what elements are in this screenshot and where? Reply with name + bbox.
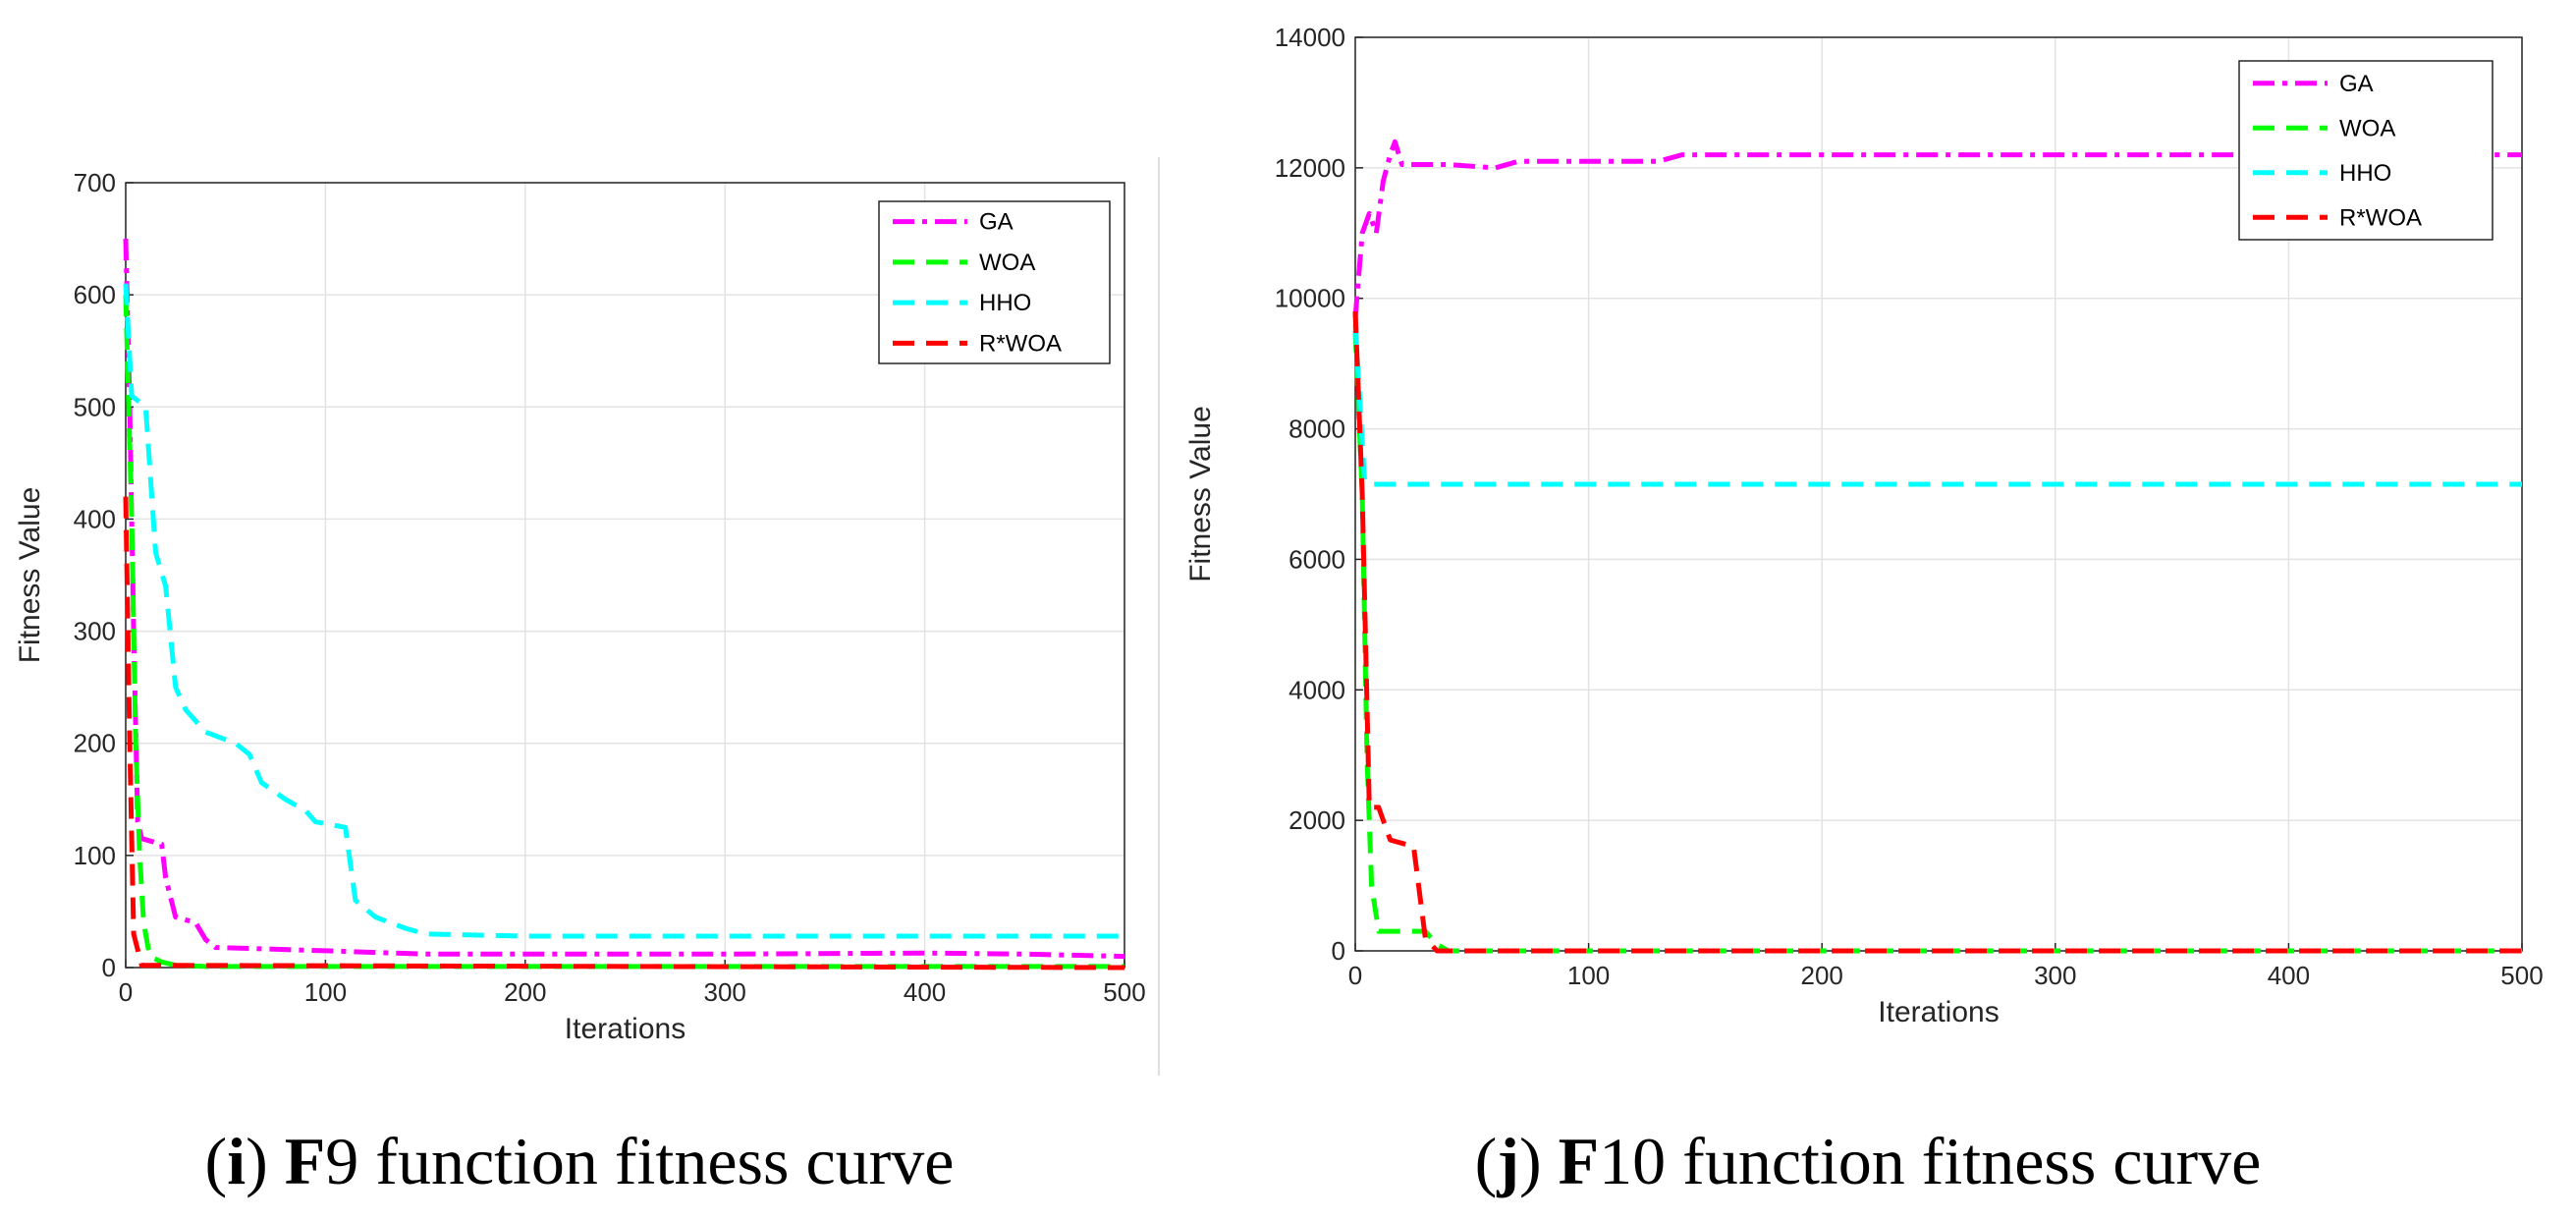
legend-entry: HHO: [979, 290, 1031, 316]
caption-function-number: 10: [1599, 1124, 1666, 1198]
legend-entry: WOA: [2339, 115, 2395, 141]
caption-paren-close: ): [1519, 1124, 1542, 1198]
x-axis-label: Iterations: [1878, 996, 1999, 1028]
y-tick-label: 0: [102, 953, 116, 982]
y-tick-label: 8000: [1288, 415, 1345, 444]
y-tick-label: 300: [74, 617, 116, 646]
x-tick-label: 400: [904, 977, 946, 1007]
caption-function-letter: F: [1559, 1124, 1600, 1198]
tick-labels: 0 100 200 300 400 500 0 2000 4000 6000 8000 10000 12…: [1275, 23, 2544, 990]
panel-caption: (j) F10 function fitness curve: [1475, 1124, 2262, 1198]
caption-paren-close: ): [246, 1124, 268, 1198]
caption-paren-open: (: [1475, 1124, 1498, 1198]
legend-box: [2238, 60, 2494, 241]
x-tick-label: 400: [2268, 961, 2310, 990]
x-tick-label: 100: [1567, 961, 1610, 990]
y-axis-label: Fitness Value: [14, 487, 46, 664]
chart-panel-f10: 0 100 200 300 400 500 0 2000 4000 6000 8000 10000 12…: [1184, 23, 2544, 1198]
series-line-hho: [123, 283, 1124, 939]
series-line-ga: [1352, 139, 2522, 318]
legend-box: [878, 200, 1111, 364]
x-tick-label: 300: [2034, 961, 2076, 990]
panel-caption: (i) F9 function fitness curve: [205, 1124, 955, 1198]
legend-entry: R*WOA: [2339, 204, 2422, 231]
y-axis-label: Fitness Value: [1184, 406, 1217, 583]
y-tick-label: 6000: [1288, 544, 1345, 574]
caption-paren-open: (: [205, 1124, 228, 1198]
legend-entry: HHO: [2339, 160, 2391, 187]
caption-letter: i: [227, 1124, 246, 1198]
y-tick-label: 200: [74, 729, 116, 758]
y-tick-label: 10000: [1275, 284, 1345, 313]
y-tick-label: 12000: [1275, 153, 1345, 183]
y-tick-label: 100: [74, 841, 116, 870]
y-tick-label: 400: [74, 504, 116, 533]
x-tick-label: 0: [1348, 961, 1362, 990]
legend-entry: R*WOA: [979, 330, 1062, 357]
y-tick-label: 700: [74, 168, 116, 197]
x-tick-label: 300: [704, 977, 746, 1007]
series-lines: [1352, 139, 2522, 954]
caption-text: function fitness curve: [1666, 1124, 2261, 1198]
x-tick-label: 200: [504, 977, 546, 1007]
chart-panel-f9: 0 100 200 300 400 500 0 100 200 300 400 500 600 700 I…: [14, 168, 1146, 1198]
tick-labels: 0 100 200 300 400 500 0 100 200 300 400 500 600 700: [74, 168, 1146, 1007]
legend-entry: GA: [2339, 71, 2374, 97]
x-tick-label: 200: [1801, 961, 1843, 990]
x-tick-label: 500: [2500, 961, 2543, 990]
series-lines: [123, 239, 1125, 971]
legend: GA WOA HHO R*WOA: [2238, 60, 2494, 241]
y-tick-label: 0: [1332, 936, 1345, 966]
x-tick-label: 100: [304, 977, 347, 1007]
caption-function-number: 9: [325, 1124, 358, 1198]
series-line-rwoa: [123, 496, 1125, 971]
series-line-ga: [123, 239, 1125, 960]
legend-entry: WOA: [979, 250, 1035, 276]
x-tick-label: 0: [119, 977, 133, 1007]
y-tick-label: 500: [74, 392, 116, 421]
caption-text: function fitness curve: [358, 1124, 954, 1198]
series-line-hho: [1352, 324, 2522, 487]
y-tick-label: 600: [74, 280, 116, 309]
y-tick-label: 14000: [1275, 23, 1345, 52]
legend-entry: GA: [979, 209, 1014, 236]
caption-function-letter: F: [285, 1124, 326, 1198]
series-line-woa: [1352, 330, 2522, 954]
series-line-rwoa: [1352, 310, 2522, 954]
x-axis-label: Iterations: [565, 1013, 685, 1045]
caption-letter: j: [1496, 1124, 1519, 1198]
x-tick-label: 500: [1103, 977, 1145, 1007]
legend: GA WOA HHO R*WOA: [878, 200, 1111, 364]
y-tick-label: 2000: [1288, 805, 1345, 835]
y-tick-label: 4000: [1288, 675, 1345, 704]
